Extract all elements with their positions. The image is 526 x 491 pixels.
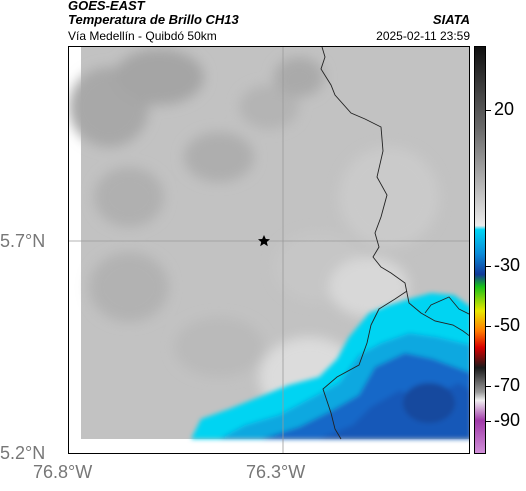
colorbar-label-minus-70: -70: [494, 375, 521, 395]
timestamp-label: 2025-02-11 23:59: [376, 29, 470, 43]
colorbar-tick: [486, 110, 491, 111]
colorbar-tick: [486, 386, 491, 387]
lon-label-76-8: 76.8°W: [33, 462, 93, 482]
colorbar: [474, 46, 486, 454]
colorbar-label-minus-90: -90: [494, 410, 521, 430]
map-canvas: [69, 47, 469, 453]
location-label: Vía Medellín - Quibdó 50km: [68, 29, 217, 43]
colorbar-gradient: [475, 47, 485, 453]
colorbar-label-minus-50: -50: [494, 315, 521, 335]
lon-label-76-3: 76.3°W: [246, 462, 306, 482]
satellite-name: GOES-EAST: [68, 0, 145, 13]
colorbar-label-minus-30: -30: [494, 255, 521, 275]
organization-label: SIATA: [432, 12, 470, 27]
lat-label-5-2: 5.2°N: [0, 443, 46, 463]
star-marker-icon[interactable]: [258, 235, 270, 247]
admin-boundary: [322, 290, 408, 440]
product-title: Temperatura de Brillo CH13: [68, 12, 239, 27]
colorbar-tick: [486, 421, 491, 422]
satellite-map[interactable]: [68, 46, 470, 454]
colorbar-tick: [486, 326, 491, 327]
coastline-north: [424, 296, 469, 315]
colorbar-tick: [486, 266, 491, 267]
coastline: [320, 47, 469, 337]
colorbar-label-20: 20: [494, 99, 515, 119]
lat-label-5-7: 5.7°N: [0, 231, 46, 251]
cold-cloud-tops: [191, 293, 469, 439]
